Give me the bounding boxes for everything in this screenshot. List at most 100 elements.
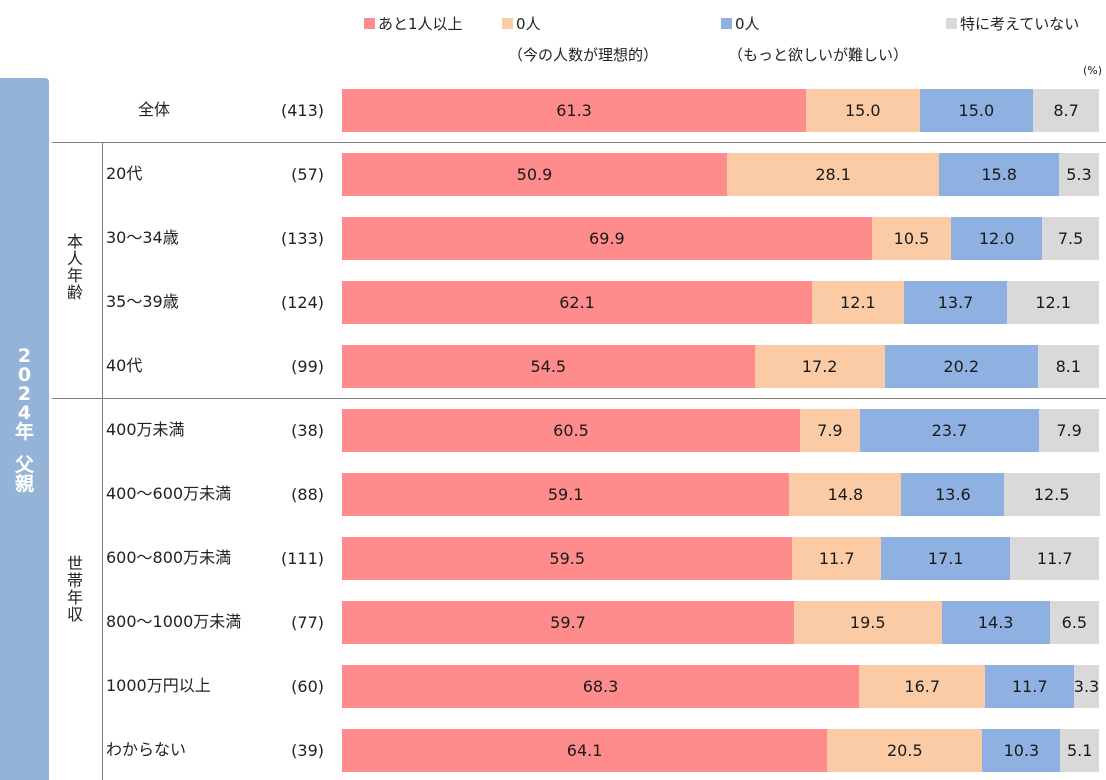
bar-segment xyxy=(880,537,1011,580)
bar-value-label: 62.1 xyxy=(559,293,595,312)
legend-label: 0人 xyxy=(735,15,760,33)
bar-segment xyxy=(342,729,828,772)
legend-item-zero-difficult: 0人 xyxy=(721,14,760,34)
bar-segment xyxy=(859,665,986,708)
panel-title-char: 親 xyxy=(14,473,34,495)
bar-segment xyxy=(982,729,1061,772)
bar-value-label: 7.9 xyxy=(817,421,843,440)
bar-value-label: 7.9 xyxy=(1056,421,1082,440)
bar-segment xyxy=(951,217,1043,260)
bar-segment xyxy=(1039,409,1100,452)
legend-swatch xyxy=(946,18,957,29)
bar-value-label: 19.5 xyxy=(849,613,886,632)
bar-segment xyxy=(342,89,807,132)
row-sample-size: (38) xyxy=(291,421,324,440)
bar-value-label: 12.1 xyxy=(840,293,876,312)
bar-value-label: 16.7 xyxy=(904,677,941,696)
side-panel xyxy=(0,78,49,780)
panel-title-char: 父 xyxy=(14,454,34,476)
row-sample-size: (77) xyxy=(291,613,324,632)
group-label-char: 収 xyxy=(66,605,83,624)
bar-value-label: 68.3 xyxy=(582,677,619,696)
panel-title-char: 4 xyxy=(17,402,32,424)
row-label: 20代 xyxy=(106,164,143,183)
bar-value-label: 10.5 xyxy=(893,229,930,248)
bar-segment xyxy=(342,217,873,260)
bar-value-label: 28.1 xyxy=(815,165,851,184)
bar-value-label: 11.7 xyxy=(1011,677,1048,696)
bar-value-label: 23.7 xyxy=(931,421,968,440)
bar-segment xyxy=(871,217,952,260)
panel-title-char: 2 xyxy=(17,345,32,367)
panel-title-char: 2 xyxy=(17,383,32,405)
bar-segment xyxy=(789,473,902,516)
bar-segment xyxy=(799,409,861,452)
row-sample-size: (413) xyxy=(280,101,324,120)
group-label-char: 年 xyxy=(66,266,83,285)
bar-segment xyxy=(1074,665,1100,708)
bar-segment xyxy=(919,89,1034,132)
bar-value-label: 50.9 xyxy=(516,165,553,184)
bar-value-label: 59.7 xyxy=(550,613,586,632)
bar-segment xyxy=(342,473,790,516)
row-label: 400万未満 xyxy=(106,420,185,439)
group-label-char: 世 xyxy=(66,554,83,573)
bar-segment xyxy=(941,601,1051,644)
bar-segment xyxy=(342,153,728,196)
row-label: 1000万円以上 xyxy=(106,676,211,695)
bar-segment xyxy=(903,281,1008,324)
bar-value-label: 11.7 xyxy=(818,549,855,568)
group-label-age: 本人年齢 xyxy=(63,233,87,301)
bar-value-label: 17.2 xyxy=(801,357,838,376)
bar-segment xyxy=(1058,153,1100,196)
bar-value-label: 64.1 xyxy=(566,741,603,760)
row-sample-size: (99) xyxy=(291,357,324,376)
legend-label: あと1人以上 xyxy=(378,15,463,33)
group-label-char: 帯 xyxy=(66,571,83,590)
bar-value-label: 15.8 xyxy=(981,165,1017,184)
bar-segment xyxy=(812,281,905,324)
bar-segment xyxy=(1004,473,1100,516)
row-sample-size: (124) xyxy=(280,293,324,312)
group-label-char: 人 xyxy=(66,249,83,268)
legend-label: 特に考えていない xyxy=(960,15,1080,33)
bar-value-label: 12.1 xyxy=(1035,293,1071,312)
bar-segment xyxy=(754,345,886,388)
bar-segment xyxy=(342,345,756,388)
bar-segment xyxy=(726,153,940,196)
bar-segment xyxy=(1037,345,1100,388)
bar-value-label: 14.3 xyxy=(977,613,1014,632)
divider xyxy=(52,142,1106,143)
legend-sublabel: （今の人数が理想的） xyxy=(508,46,659,64)
bar-value-label: 61.3 xyxy=(556,101,592,120)
bar-segment xyxy=(806,89,921,132)
bar-value-label: 13.6 xyxy=(935,485,971,504)
legend-swatch xyxy=(364,18,375,29)
group-label-income: 世帯年収 xyxy=(63,555,87,623)
legend-sublabel: （もっと欲しいが難しい） xyxy=(728,46,909,64)
bar-value-label: 17.1 xyxy=(927,549,964,568)
bar-segment xyxy=(1049,601,1100,644)
bar-value-label: 59.1 xyxy=(547,485,584,504)
bar-value-label: 12.0 xyxy=(978,229,1015,248)
bar-segment xyxy=(985,665,1075,708)
panel-title-char: 年 xyxy=(14,421,34,443)
unit-label: (%) xyxy=(1083,64,1103,77)
row-label: 全体 xyxy=(138,100,171,119)
bar-value-label: 6.5 xyxy=(1061,613,1088,632)
legend-item-more-children: あと1人以上 xyxy=(364,14,463,34)
bar-segment xyxy=(342,601,795,644)
bar-segment xyxy=(1010,537,1100,580)
bar-segment xyxy=(1060,729,1100,772)
row-label: 35～39歳 xyxy=(106,292,179,311)
bar-value-label: 14.8 xyxy=(827,485,864,504)
row-sample-size: (133) xyxy=(280,229,324,248)
row-label: 40代 xyxy=(106,356,143,375)
row-sample-size: (60) xyxy=(291,677,324,696)
legend-swatch xyxy=(721,18,732,29)
bar-segment xyxy=(342,665,860,708)
bar-value-label: 20.2 xyxy=(943,357,980,376)
row-label: 800～1000万未満 xyxy=(106,612,242,631)
bar-segment xyxy=(342,281,813,324)
